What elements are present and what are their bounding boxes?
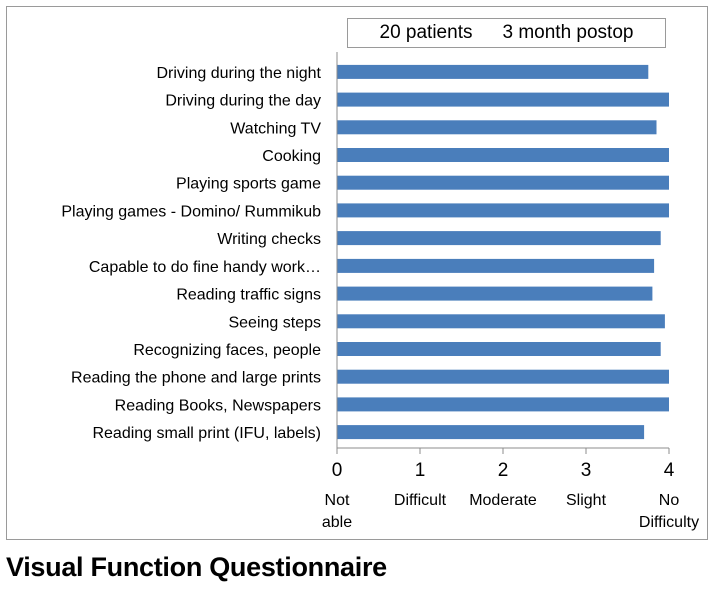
category-label: Reading small print (IFU, labels) — [92, 425, 321, 442]
category-label: Watching TV — [230, 120, 321, 137]
bar — [337, 425, 645, 440]
bar — [337, 258, 655, 273]
x-tick-label: 0 — [332, 460, 343, 481]
bar — [337, 314, 665, 329]
legend-timepoint: 3 month postop — [502, 22, 634, 43]
category-label: Driving during the night — [156, 65, 321, 82]
legend-patients: 20 patients — [379, 22, 473, 43]
x-tick-description: Not — [325, 492, 350, 509]
bar — [337, 397, 669, 412]
bar — [337, 231, 661, 246]
bar — [337, 203, 669, 218]
category-label: Reading Books, Newspapers — [115, 397, 321, 414]
x-tick-description: able — [322, 514, 352, 531]
chart-caption: Visual Function Questionnaire — [6, 552, 387, 582]
x-tick-label: 2 — [498, 460, 509, 481]
x-tick-label: 4 — [664, 460, 675, 481]
category-label: Driving during the day — [165, 93, 321, 110]
x-tick-label: 3 — [581, 460, 592, 481]
category-label: Writing checks — [217, 231, 321, 248]
x-tick-description: Difficult — [394, 492, 447, 509]
category-label: Reading the phone and large prints — [71, 370, 321, 387]
bar — [337, 148, 669, 162]
x-tick-description: Slight — [566, 492, 607, 509]
category-label: Playing sports game — [176, 176, 321, 193]
x-tick-label: 1 — [415, 460, 426, 481]
bar — [337, 64, 649, 79]
x-tick-description: Moderate — [469, 492, 537, 509]
bar — [337, 92, 669, 107]
category-label: Seeing steps — [228, 314, 321, 331]
bar — [337, 120, 657, 135]
bar — [337, 342, 661, 356]
x-tick-description: No — [659, 492, 680, 509]
bar — [337, 369, 669, 384]
legend: 20 patients 3 month postop — [347, 18, 666, 48]
category-label: Reading traffic signs — [176, 287, 321, 304]
bar — [337, 286, 653, 301]
category-label: Recognizing faces, people — [133, 342, 321, 359]
x-tick-description: Difficulty — [639, 514, 699, 531]
category-label: Playing games - Domino/ Rummikub — [61, 203, 321, 220]
bar — [337, 175, 669, 190]
category-label: Cooking — [262, 148, 321, 165]
category-label: Capable to do fine handy work… — [89, 259, 321, 276]
